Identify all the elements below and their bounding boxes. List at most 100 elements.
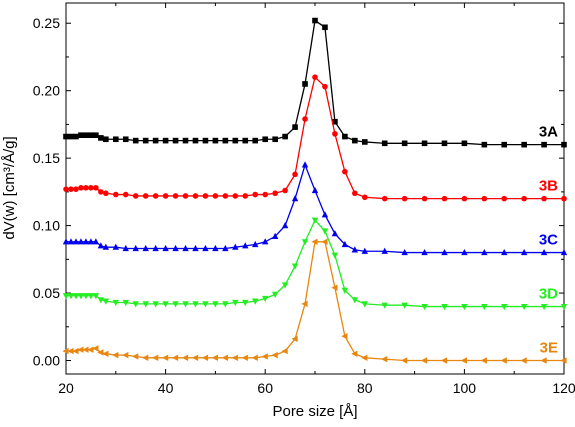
data-point (142, 193, 149, 199)
data-point (281, 282, 289, 289)
data-point (252, 240, 259, 248)
data-point (87, 293, 95, 300)
data-point (312, 74, 318, 80)
data-point (68, 133, 74, 140)
data-point (421, 248, 428, 256)
data-point (113, 136, 119, 143)
data-point (242, 242, 249, 249)
data-point (93, 185, 99, 191)
data-point (521, 141, 527, 148)
data-point (172, 244, 179, 252)
data-point (162, 193, 169, 199)
data-point (122, 191, 129, 198)
data-point (192, 137, 199, 144)
data-point (461, 140, 468, 147)
data-point (67, 293, 75, 300)
data-point (232, 243, 239, 250)
data-point (113, 191, 119, 198)
data-point (272, 136, 278, 143)
data-point (331, 284, 338, 291)
series-line (66, 19, 564, 146)
data-point (291, 335, 298, 343)
data-point (262, 295, 269, 303)
data-point (271, 291, 279, 299)
data-point (381, 195, 388, 202)
data-point (77, 238, 85, 245)
data-point (132, 193, 139, 199)
data-point (481, 303, 488, 311)
data-point (72, 238, 80, 245)
data-point (252, 298, 259, 305)
data-point (132, 244, 139, 252)
data-point (92, 345, 99, 352)
data-point (481, 195, 488, 202)
data-point (321, 228, 329, 235)
data-point (561, 195, 567, 202)
data-point (361, 354, 368, 362)
series-3D: 3D (62, 217, 568, 311)
y-axis: 0.00 0.05 0.10 0.15 0.20 0.25 (33, 15, 564, 369)
data-point (332, 118, 338, 125)
series-layer: 3A 3B 3C 3D 3E (62, 17, 568, 364)
data-point (311, 186, 319, 194)
data-point (142, 354, 149, 362)
data-point (302, 81, 308, 87)
data-point (241, 354, 248, 362)
data-point (211, 354, 218, 362)
series-3A: 3A (63, 17, 567, 148)
y-tick-label: 0.15 (33, 150, 60, 166)
y-tick-label: 0.25 (33, 15, 60, 31)
data-point (63, 186, 69, 192)
series-3E: 3E (62, 238, 567, 364)
data-point (291, 263, 299, 270)
x-tick-label: 120 (552, 380, 575, 396)
data-point (232, 299, 239, 307)
data-point (77, 293, 85, 300)
data-point (142, 244, 149, 252)
data-point (480, 357, 487, 364)
x-axis: 20 40 60 80 100 120 (58, 3, 575, 396)
data-point (242, 137, 249, 144)
data-point (67, 238, 75, 245)
data-point (93, 132, 99, 139)
series-label: 3A (539, 124, 558, 141)
data-point (501, 141, 508, 148)
data-point (78, 132, 84, 139)
data-point (62, 293, 70, 300)
data-point (182, 193, 189, 199)
data-point (82, 346, 89, 353)
data-point (342, 133, 348, 140)
data-point (322, 24, 328, 31)
x-tick-label: 40 (158, 380, 174, 396)
y-tick-label: 0.10 (33, 218, 60, 234)
data-point (271, 232, 279, 239)
data-point (341, 240, 349, 248)
series-line (66, 162, 564, 254)
data-point (92, 238, 100, 245)
data-point (540, 357, 547, 364)
data-point (361, 247, 368, 254)
data-point (112, 299, 119, 307)
data-point (351, 297, 359, 304)
data-point (541, 195, 547, 202)
data-point (132, 137, 139, 144)
data-point (142, 137, 149, 144)
x-tick-label: 80 (357, 380, 373, 396)
data-point (212, 244, 219, 252)
data-point (202, 244, 209, 252)
data-point (152, 137, 159, 144)
data-point (201, 354, 209, 362)
data-point (292, 171, 298, 178)
data-point (560, 303, 568, 311)
data-point (192, 193, 199, 199)
data-point (321, 238, 328, 245)
data-point (162, 301, 169, 308)
data-point (440, 357, 448, 364)
data-point (222, 301, 229, 308)
data-point (212, 193, 219, 199)
data-point (62, 347, 69, 355)
x-tick-label: 100 (453, 380, 477, 396)
data-point (361, 301, 368, 308)
data-point (202, 193, 209, 199)
